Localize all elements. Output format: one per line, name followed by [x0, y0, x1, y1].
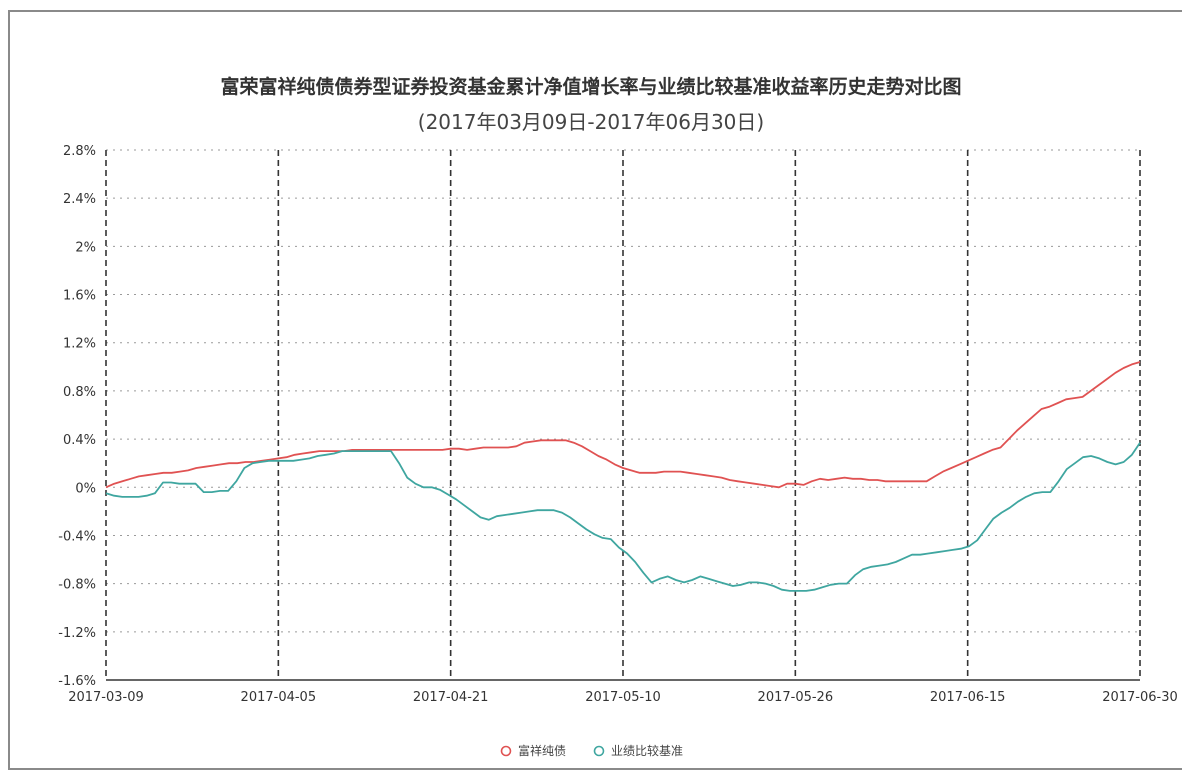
series-line-0: [105, 361, 1141, 489]
y-tick-label: 0%: [75, 481, 96, 496]
y-tick-label: 1.6%: [63, 289, 96, 304]
legend-marker-fund-icon: [499, 744, 513, 758]
x-tick-label: 2017-05-10: [585, 690, 661, 705]
x-tick-label: 2017-06-30: [1102, 690, 1178, 705]
x-tick-label: 2017-06-15: [930, 690, 1006, 705]
legend: 富祥纯债 业绩比较基准: [0, 742, 1182, 759]
y-tick-label: -1.6%: [58, 674, 96, 689]
y-tick-label: 2%: [75, 240, 96, 255]
x-tick-label: 2017-05-26: [758, 690, 834, 705]
y-tick-label: 2.4%: [63, 192, 96, 207]
y-tick-label: 2.8%: [63, 144, 96, 159]
y-tick-label: -1.2%: [58, 626, 96, 641]
y-tick-label: 1.2%: [63, 337, 96, 352]
y-tick-label: -0.8%: [58, 578, 96, 593]
chart-subtitle: (2017年03月09日-2017年06月30日): [417, 110, 765, 134]
legend-item-fund[interactable]: 富祥纯债: [499, 742, 566, 759]
x-tick-label: 2017-03-09: [68, 690, 144, 705]
y-tick-label: -0.4%: [58, 529, 96, 544]
x-tick-label: 2017-04-05: [241, 690, 317, 705]
legend-item-benchmark[interactable]: 业绩比较基准: [592, 742, 683, 759]
chart-title: 富荣富祥纯债债券型证券投资基金累计净值增长率与业绩比较基准收益率历史走势对比图: [220, 76, 962, 98]
series-line-1: [105, 442, 1141, 592]
legend-marker-benchmark-icon: [592, 744, 606, 758]
legend-label-benchmark: 业绩比较基准: [611, 744, 684, 758]
y-tick-label: 0.4%: [63, 433, 96, 448]
legend-label-fund: 富祥纯债: [517, 744, 566, 758]
y-tick-label: 0.8%: [63, 385, 96, 400]
x-tick-label: 2017-04-21: [413, 690, 489, 705]
